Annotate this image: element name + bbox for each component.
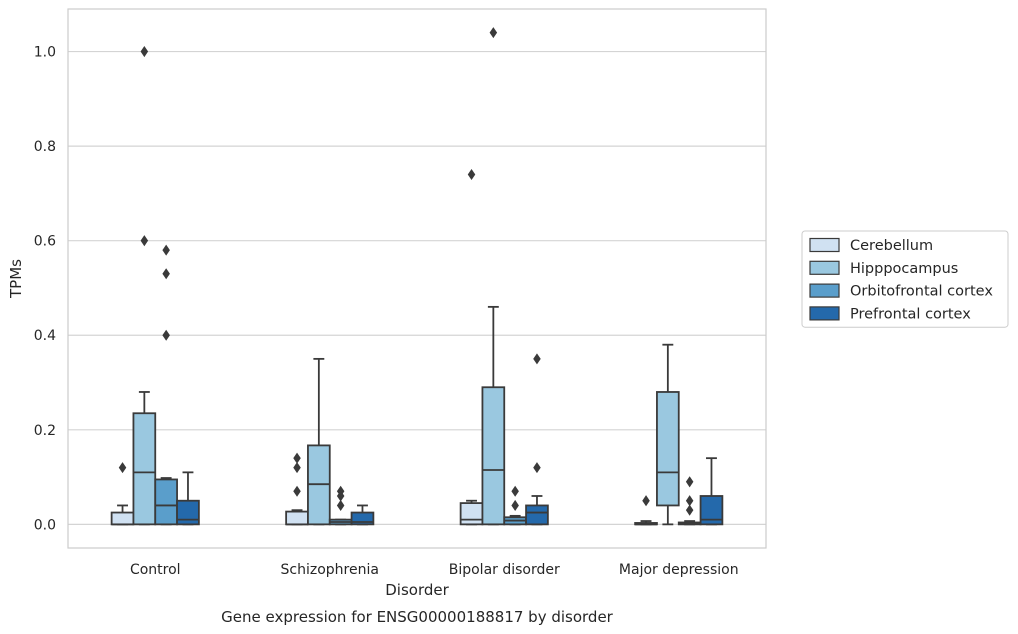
x-tick-label: Control bbox=[130, 562, 181, 578]
box-hipppocampus bbox=[307, 357, 331, 526]
legend-label: Orbitofrontal cortex bbox=[850, 284, 993, 300]
outlier-marker bbox=[118, 462, 127, 474]
chart-caption: Gene expression for ENSG00000188817 by d… bbox=[221, 608, 614, 626]
outlier-marker bbox=[293, 485, 301, 497]
x-tick-label: Major depression bbox=[619, 562, 739, 578]
y-tick-label: 0.2 bbox=[34, 423, 56, 439]
outlier-marker bbox=[162, 244, 170, 256]
outlier-marker bbox=[489, 27, 498, 39]
box-body bbox=[699, 495, 724, 526]
box-body bbox=[525, 504, 549, 526]
y-tick-label: 0.6 bbox=[34, 234, 56, 250]
outlier-marker bbox=[685, 476, 694, 488]
legend-label: Cerebellum bbox=[850, 238, 933, 254]
legend: Cerebellum Hipppocampus Orbitofrontal cort… bbox=[801, 230, 1009, 328]
outlier-marker bbox=[336, 485, 345, 497]
box-hipppocampus bbox=[481, 27, 506, 526]
x-axis-ticks: Control Schizophrenia Bipolar disorder Majo… bbox=[130, 562, 739, 578]
x-axis-label: Disorder bbox=[385, 581, 449, 599]
box-body bbox=[350, 511, 375, 526]
box-body bbox=[176, 499, 200, 526]
outlier-marker bbox=[511, 499, 519, 511]
box-body bbox=[656, 391, 680, 507]
x-tick-label: Schizophrenia bbox=[281, 562, 379, 578]
legend-label: Hipppocampus bbox=[850, 261, 958, 277]
legend-swatch bbox=[809, 306, 840, 321]
outlier-marker bbox=[140, 46, 149, 58]
outlier-marker bbox=[293, 462, 301, 474]
box-orbitofrontal-cortex bbox=[677, 476, 702, 526]
box-prefrontal-cortex bbox=[350, 504, 375, 526]
y-tick-label: 0.8 bbox=[34, 139, 56, 155]
box-orbitofrontal-cortex bbox=[328, 485, 353, 526]
y-tick-label: 0.0 bbox=[34, 517, 56, 533]
legend-swatch bbox=[809, 260, 840, 275]
outlier-marker bbox=[533, 353, 541, 365]
box-prefrontal-cortex bbox=[699, 457, 724, 526]
box-body bbox=[285, 510, 309, 526]
legend-swatch bbox=[809, 283, 840, 298]
box-body bbox=[481, 386, 506, 526]
box-body bbox=[459, 502, 484, 526]
box-body bbox=[110, 511, 135, 526]
y-axis-label: TPMs bbox=[7, 259, 25, 299]
box-body bbox=[154, 478, 178, 526]
y-tick-label: 1.0 bbox=[34, 45, 56, 61]
x-tick-label: Bipolar disorder bbox=[449, 562, 560, 578]
outlier-marker bbox=[642, 495, 650, 507]
outlier-marker bbox=[162, 329, 170, 341]
outlier-marker bbox=[162, 268, 170, 280]
outlier-marker bbox=[293, 452, 301, 464]
outlier-marker bbox=[685, 495, 694, 507]
box-hipppocampus bbox=[132, 46, 157, 526]
box-cerebellum bbox=[634, 495, 658, 526]
y-axis-ticks: 0.0 0.2 0.4 0.6 0.8 1.0 bbox=[34, 45, 56, 534]
outlier-marker bbox=[467, 168, 476, 181]
legend-swatch bbox=[809, 237, 840, 253]
plot-frame bbox=[67, 8, 767, 549]
box-body bbox=[132, 412, 157, 526]
box-prefrontal-cortex bbox=[176, 471, 200, 526]
outlier-marker bbox=[511, 485, 519, 497]
plot-area bbox=[110, 27, 724, 526]
box-prefrontal-cortex bbox=[525, 353, 549, 526]
box-hipppocampus bbox=[656, 343, 680, 526]
outlier-marker bbox=[533, 462, 541, 474]
legend-label: Prefrontal cortex bbox=[850, 306, 971, 322]
legend-frame bbox=[801, 230, 1009, 328]
outlier-marker bbox=[685, 504, 694, 516]
outlier-marker bbox=[140, 235, 149, 247]
y-tick-label: 0.4 bbox=[34, 328, 56, 344]
outlier-marker bbox=[336, 499, 345, 511]
box-orbitofrontal-cortex bbox=[154, 244, 178, 526]
